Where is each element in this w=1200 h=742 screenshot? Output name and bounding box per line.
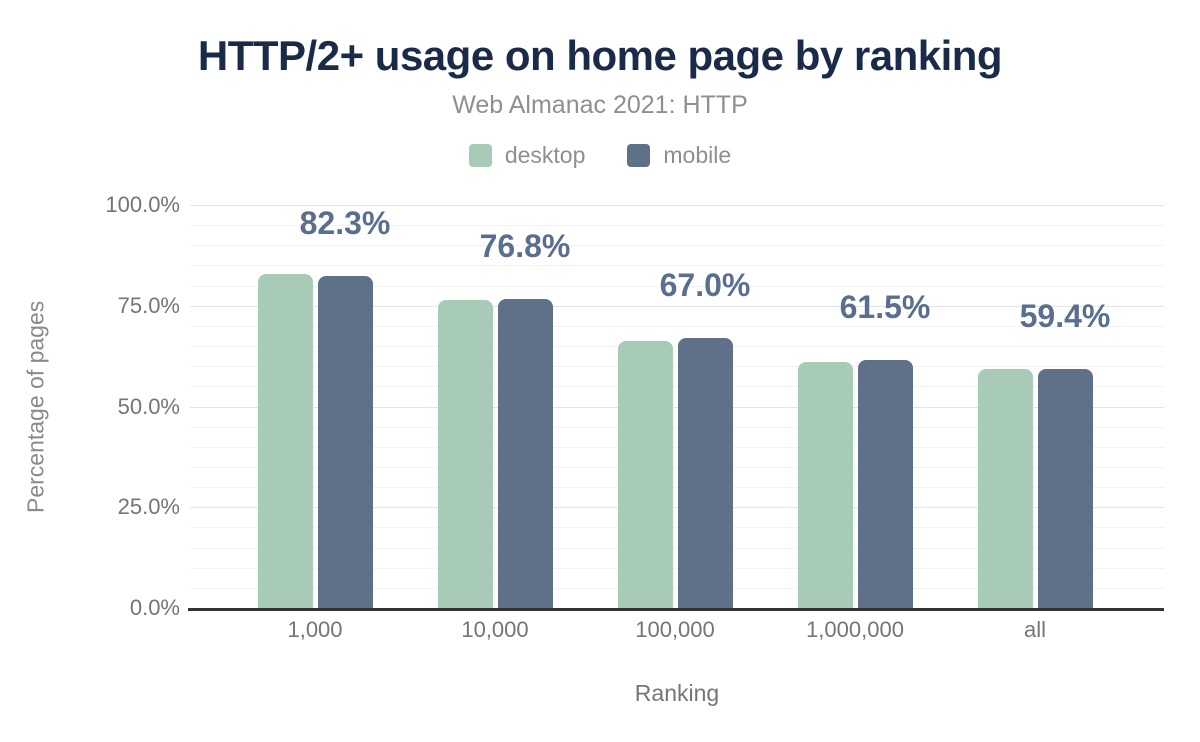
minor-gridline-70 bbox=[190, 325, 1164, 327]
minor-gridline-10 bbox=[190, 567, 1164, 569]
legend-label-desktop: desktop bbox=[504, 142, 586, 168]
x-tick-label-10,000: 10,000 bbox=[461, 617, 529, 642]
bar-mobile-100,000[interactable] bbox=[677, 338, 733, 608]
data-label-100,000: 67.0% bbox=[659, 267, 751, 303]
minor-gridline-85 bbox=[190, 265, 1164, 267]
data-label-all: 59.4% bbox=[1019, 297, 1111, 334]
x-tick-label-100,000: 100,000 bbox=[635, 617, 715, 642]
legend: desktop mobile bbox=[0, 142, 1200, 169]
bar-desktop-10,000[interactable] bbox=[437, 300, 493, 608]
minor-gridline-80 bbox=[190, 285, 1164, 287]
y-tick-label-50: 50.0% bbox=[117, 393, 180, 419]
minor-gridline-30 bbox=[190, 487, 1164, 489]
plot-area: 0.0% 25.0% 50.0% 75.0% 100.0% 82.3% 1,000 76.8… bbox=[105, 193, 1164, 706]
bar-group-1,000: 82.3% 1,000 bbox=[225, 205, 405, 642]
mobile-legend-swatch-icon bbox=[627, 144, 651, 167]
minor-gridline-95 bbox=[190, 225, 1164, 227]
bar-group-100,000: 67.0% 100,000 bbox=[585, 205, 765, 642]
minor-gridline-55 bbox=[190, 386, 1164, 388]
y-tick-label-75: 75.0% bbox=[117, 292, 180, 318]
bar-mobile-all[interactable] bbox=[1037, 368, 1093, 608]
bar-mobile-1,000[interactable] bbox=[317, 276, 373, 608]
bar-desktop-100,000[interactable] bbox=[617, 340, 673, 608]
legend-item-desktop[interactable]: desktop bbox=[468, 142, 586, 169]
bar-mobile-10,000[interactable] bbox=[497, 298, 553, 608]
major-gridline-100 bbox=[190, 205, 1164, 206]
x-axis-line bbox=[188, 608, 1164, 611]
bar-group-10,000: 76.8% 10,000 bbox=[405, 205, 585, 642]
y-tick-label-100: 100.0% bbox=[105, 192, 180, 217]
y-axis-title: Percentage of pages bbox=[22, 300, 49, 513]
x-tick-label-1,000: 1,000 bbox=[287, 617, 343, 642]
x-tick-label-all: all bbox=[1023, 617, 1046, 642]
data-label-1,000: 82.3% bbox=[299, 205, 391, 242]
legend-label-mobile: mobile bbox=[663, 142, 732, 168]
major-gridline-50 bbox=[190, 406, 1164, 408]
major-gridline-25 bbox=[190, 507, 1164, 509]
minor-gridline-35 bbox=[190, 466, 1164, 468]
x-axis-title: Ranking bbox=[634, 680, 720, 706]
desktop-legend-swatch-icon bbox=[468, 144, 492, 167]
chart-subtitle: Web Almanac 2021: HTTP bbox=[452, 91, 748, 119]
major-gridline-75 bbox=[190, 305, 1164, 307]
minor-gridline-45 bbox=[190, 426, 1164, 428]
bar-mobile-1,000,000[interactable] bbox=[857, 360, 913, 608]
bar-group-1,000,000: 61.5% 1,000,000 bbox=[765, 205, 945, 642]
minor-gridline-20 bbox=[190, 527, 1164, 529]
data-label-1,000,000: 61.5% bbox=[839, 289, 931, 326]
y-tick-label-0: 0.0% bbox=[129, 595, 180, 620]
bar-desktop-all[interactable] bbox=[977, 369, 1033, 608]
minor-gridline-5 bbox=[190, 587, 1164, 589]
minor-gridline-60 bbox=[190, 366, 1164, 368]
bar-group-all: 59.4% all bbox=[945, 205, 1125, 642]
minor-gridline-90 bbox=[190, 245, 1164, 247]
bar-groups-container: 82.3% 1,000 76.8% 10,000 67.0% 100,000 61.5% 1,… bbox=[225, 205, 1125, 642]
legend-item-mobile[interactable]: mobile bbox=[627, 142, 731, 169]
minor-gridline-40 bbox=[190, 446, 1164, 448]
data-label-10,000: 76.8% bbox=[479, 227, 571, 264]
bar-desktop-1,000[interactable] bbox=[257, 273, 313, 608]
minor-gridline-65 bbox=[190, 346, 1164, 348]
y-tick-label-25: 25.0% bbox=[117, 494, 180, 520]
minor-gridline-15 bbox=[190, 547, 1164, 549]
x-tick-label-1,000,000: 1,000,000 bbox=[806, 617, 904, 642]
chart-title: HTTP/2+ usage on home page by ranking bbox=[197, 32, 1003, 79]
bar-desktop-1,000,000[interactable] bbox=[797, 361, 853, 608]
